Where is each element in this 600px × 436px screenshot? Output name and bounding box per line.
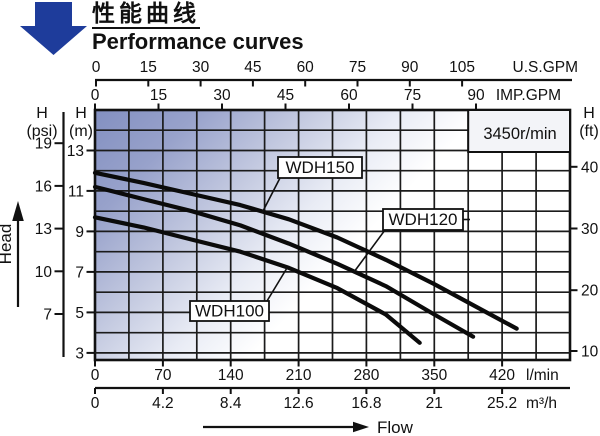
- wdh150-label-box: [277, 156, 363, 179]
- tick-label: 13: [35, 221, 52, 238]
- down-arrow-icon: [20, 2, 88, 61]
- tick-label: 5: [75, 305, 84, 322]
- flow-axis-label: Flow: [203, 418, 414, 436]
- tick-label: 60: [340, 87, 358, 104]
- tick-label: 90: [401, 59, 419, 76]
- tick-label: 0: [91, 395, 100, 412]
- tick-label: 30: [192, 59, 210, 76]
- m-ticks: 13 11 9 7 5 3: [67, 143, 95, 362]
- tick-label: 12.6: [284, 395, 314, 412]
- imp-gpm-unit-label: IMP.GPM: [496, 87, 561, 104]
- tick-label: 10: [35, 264, 53, 281]
- tick-label: 20: [581, 283, 599, 300]
- tick-label: 0: [91, 87, 100, 104]
- flow-arrow-icon: [353, 421, 369, 433]
- tick-label: 16.8: [351, 395, 381, 412]
- tick-label: 75: [404, 87, 421, 104]
- tick-label: 45: [244, 59, 261, 76]
- curve-wdh120: [92, 184, 476, 339]
- imp-gpm-axis: 0 15 30 45 60 75 90 IMP.GPM: [91, 87, 561, 110]
- wdh100-leader-line: [266, 267, 288, 302]
- lmin-unit-label: l/min: [526, 367, 559, 384]
- tick-label: 60: [297, 59, 315, 76]
- tick-label: 16: [35, 178, 52, 195]
- m3h-unit-label: m³/h: [526, 395, 557, 412]
- psi-ticks: 19 16 13 10 7: [35, 136, 64, 324]
- wdh150-leader-line: [261, 177, 281, 214]
- head-label: Head: [0, 224, 15, 265]
- wdh120-leader-line: [353, 229, 386, 273]
- us-gpm-ticks: 0 15 30 45 60 75 90 105: [92, 59, 475, 87]
- tick-label: 350: [421, 367, 447, 384]
- rpm-box: [467, 109, 572, 153]
- wdh120-label: WDH120: [389, 210, 458, 229]
- tick-label: 420: [489, 367, 515, 384]
- us-gpm-axis: 0 15 30 45 60 75 90 105 U.S.GPM: [92, 59, 578, 87]
- m-axis: H (m) 13 11 9 7 5 3: [67, 105, 95, 362]
- wdh120-label-box: [382, 208, 464, 231]
- tick-label: 15: [150, 87, 167, 104]
- psi-axis-header: H: [36, 105, 48, 122]
- tick-label: 280: [353, 367, 379, 384]
- tick-label: 11: [68, 183, 84, 200]
- ft-axis: H (ft) 40 30 20 10: [570, 105, 599, 361]
- tick-label: 9: [75, 224, 84, 241]
- tick-label: 19: [35, 136, 52, 153]
- chart-titles: 性能曲线 Performance curves: [92, 0, 304, 55]
- title-english: Performance curves: [92, 29, 304, 55]
- curve-wdh100: [92, 215, 422, 345]
- flow-label: Flow: [377, 418, 414, 436]
- tick-label: 45: [277, 87, 294, 104]
- m-axis-header: H: [75, 105, 87, 122]
- rpm-label: 3450r/min: [483, 125, 556, 143]
- tick-label: 10: [581, 344, 599, 361]
- tick-label: 30: [581, 221, 599, 238]
- tick-label: 7: [43, 307, 52, 324]
- psi-axis: H (psi) 19 16 13 10 7: [26, 105, 65, 357]
- wdh100-label-box: [189, 300, 270, 322]
- wdh100-label: WDH100: [195, 302, 264, 321]
- tick-label: 25.2: [487, 395, 517, 412]
- lmin-ticks: 0 70 140 210 280 350 420: [91, 360, 515, 384]
- curve-wdh150: [92, 170, 519, 331]
- tick-label: 4.2: [152, 395, 174, 412]
- m3h-axis: 0 4.2 8.4 12.6 16.8 21 25.2 m³/h: [91, 386, 570, 412]
- tick-label: 8.4: [220, 395, 242, 412]
- tick-label: 210: [286, 367, 312, 384]
- psi-axis-unit: (psi): [26, 123, 57, 140]
- ft-axis-header: H: [583, 105, 595, 122]
- tick-label: 140: [218, 367, 244, 384]
- tick-label: 75: [349, 59, 366, 76]
- wdh100-callout: WDH100: [189, 267, 288, 322]
- ft-axis-unit: (ft): [579, 123, 599, 140]
- pump-curves: [92, 170, 519, 345]
- ft-ticks: 40 30 20 10: [570, 159, 599, 361]
- us-gpm-unit-label: U.S.GPM: [513, 59, 578, 76]
- wdh150-label: WDH150: [286, 158, 355, 177]
- tick-label: 15: [140, 59, 157, 76]
- tick-label: 7: [75, 264, 84, 281]
- m3h-ticks: 0 4.2 8.4 12.6 16.8 21 25.2: [91, 388, 517, 412]
- tick-label: 0: [91, 367, 100, 384]
- tick-label: 70: [154, 367, 172, 384]
- tick-label: 30: [213, 87, 231, 104]
- tick-label: 105: [449, 59, 475, 76]
- m-axis-unit: (m): [69, 123, 93, 140]
- tick-label: 0: [92, 59, 101, 76]
- title-chinese: 性能曲线: [92, 0, 200, 30]
- tick-label: 90: [467, 87, 485, 104]
- lmin-axis: 0 70 140 210 280 350 420 l/min: [91, 360, 559, 384]
- tick-label: 3: [75, 345, 84, 362]
- imp-gpm-ticks: 0 15 30 45 60 75 90: [91, 87, 485, 110]
- tick-label: 21: [426, 395, 443, 412]
- wdh150-callout: WDH150: [261, 156, 363, 214]
- wdh120-callout: WDH120: [353, 208, 470, 273]
- head-axis-label: Head: [0, 201, 24, 307]
- tick-label: 13: [67, 143, 84, 160]
- head-arrow-icon: [12, 201, 24, 221]
- tick-label: 40: [581, 159, 599, 176]
